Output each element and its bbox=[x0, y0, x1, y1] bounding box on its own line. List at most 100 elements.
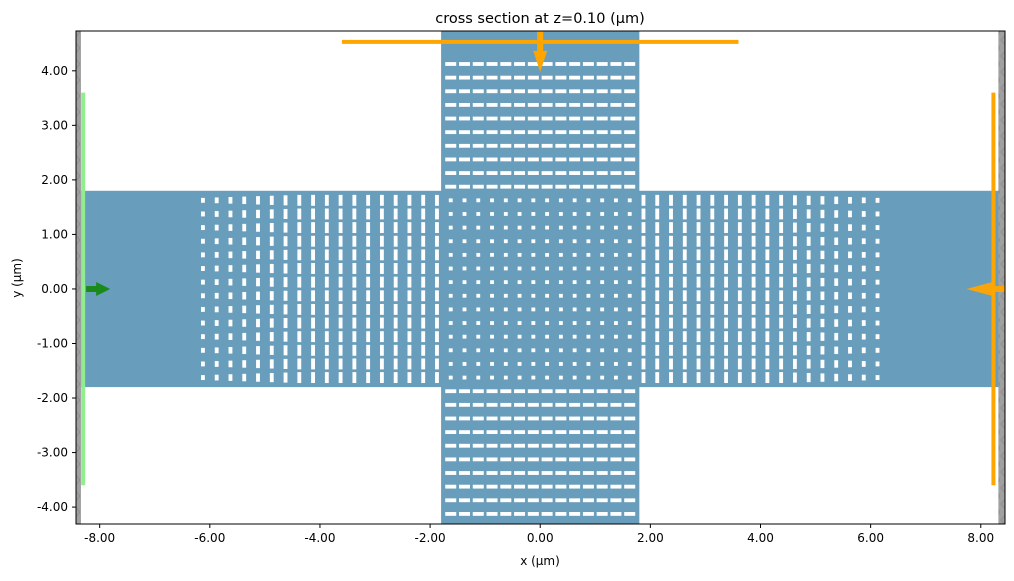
arm-hole bbox=[779, 344, 784, 356]
arm-hole bbox=[737, 276, 742, 288]
arm-hole bbox=[779, 317, 784, 329]
arm-hole bbox=[435, 276, 439, 288]
arm-hole bbox=[486, 143, 498, 148]
arm-hole bbox=[555, 443, 567, 448]
arm-hole bbox=[737, 344, 742, 356]
arm-hole bbox=[820, 196, 825, 205]
arm-hole bbox=[311, 303, 315, 315]
arm-hole bbox=[751, 290, 756, 302]
arm-hole bbox=[338, 194, 343, 206]
arm-hole bbox=[737, 331, 742, 343]
arm-hole bbox=[472, 443, 484, 448]
arm-hole bbox=[655, 235, 660, 247]
arm-hole bbox=[569, 498, 581, 503]
arm-hole bbox=[724, 344, 729, 356]
arm-hole bbox=[696, 222, 701, 234]
arm-hole bbox=[421, 303, 426, 315]
arm-hole bbox=[324, 303, 329, 315]
arm-hole bbox=[861, 361, 866, 367]
arm-hole bbox=[569, 416, 581, 421]
arm-hole bbox=[848, 333, 852, 340]
center-hole bbox=[490, 348, 494, 353]
arm-hole bbox=[696, 263, 701, 274]
arm-hole bbox=[352, 317, 357, 329]
arm-hole bbox=[806, 304, 811, 314]
arm-hole bbox=[514, 89, 526, 94]
arm-hole bbox=[324, 263, 329, 274]
arm-hole bbox=[407, 194, 412, 206]
center-hole bbox=[600, 362, 605, 366]
arm-hole bbox=[366, 344, 371, 356]
arm-hole bbox=[555, 89, 567, 94]
arm-hole bbox=[582, 171, 594, 175]
center-hole bbox=[572, 225, 577, 230]
arm-hole bbox=[500, 484, 512, 489]
center-hole bbox=[517, 225, 522, 230]
arm-hole bbox=[311, 276, 315, 288]
center-hole bbox=[600, 334, 605, 339]
center-hole bbox=[462, 225, 467, 230]
arm-hole bbox=[500, 184, 512, 189]
arm-hole bbox=[472, 130, 484, 135]
arm-hole bbox=[834, 373, 839, 382]
arm-hole bbox=[861, 197, 866, 204]
arm-hole bbox=[765, 263, 770, 274]
arm-hole bbox=[435, 290, 439, 302]
arm-hole bbox=[875, 252, 880, 258]
arm-hole bbox=[472, 143, 484, 148]
arm-hole bbox=[242, 305, 247, 314]
arm-hole bbox=[596, 75, 608, 80]
y-tick-label: -4.00 bbox=[37, 500, 68, 514]
arm-hole bbox=[806, 250, 811, 260]
arm-hole bbox=[696, 303, 701, 315]
arm-hole bbox=[214, 238, 219, 245]
arm-hole bbox=[696, 249, 701, 261]
arm-hole bbox=[514, 116, 526, 121]
arm-hole bbox=[582, 416, 594, 421]
arm-hole bbox=[311, 317, 315, 329]
y-tick-label: 1.00 bbox=[41, 227, 68, 241]
arm-hole bbox=[311, 263, 315, 274]
arm-hole bbox=[779, 208, 784, 220]
center-hole bbox=[490, 252, 494, 257]
arm-hole bbox=[624, 457, 636, 462]
arm-hole bbox=[421, 276, 426, 288]
center-hole bbox=[490, 362, 494, 366]
arm-hole bbox=[458, 143, 471, 148]
center-hole bbox=[490, 280, 494, 285]
arm-hole bbox=[806, 372, 811, 383]
arm-hole bbox=[445, 484, 457, 489]
arm-hole bbox=[610, 402, 622, 407]
center-hole bbox=[531, 280, 536, 285]
center-hole bbox=[614, 280, 618, 285]
arm-hole bbox=[297, 194, 302, 206]
arm-hole bbox=[569, 389, 581, 394]
center-hole bbox=[448, 334, 453, 339]
center-hole bbox=[490, 225, 494, 230]
arm-hole bbox=[682, 358, 687, 370]
center-hole bbox=[572, 266, 577, 271]
arm-hole bbox=[486, 102, 498, 107]
arm-hole bbox=[555, 130, 567, 135]
arm-hole bbox=[352, 208, 357, 220]
arm-hole bbox=[806, 223, 811, 233]
center-hole bbox=[448, 239, 453, 244]
arm-hole bbox=[737, 235, 742, 247]
arm-hole bbox=[596, 484, 608, 489]
arm-hole bbox=[834, 210, 839, 218]
arm-hole bbox=[610, 484, 622, 489]
arm-hole bbox=[407, 290, 412, 302]
center-hole bbox=[600, 252, 605, 257]
arm-hole bbox=[407, 263, 412, 274]
center-hole bbox=[545, 198, 550, 203]
arm-hole bbox=[848, 251, 852, 259]
arm-hole bbox=[724, 222, 729, 234]
arm-hole bbox=[201, 320, 205, 326]
arm-hole bbox=[696, 194, 701, 206]
arm-hole bbox=[848, 292, 852, 300]
arm-hole bbox=[338, 222, 343, 234]
arm-hole bbox=[393, 249, 398, 261]
chart-title: cross section at z=0.10 (µm) bbox=[435, 11, 645, 27]
arm-hole bbox=[848, 210, 852, 218]
arm-hole bbox=[779, 263, 784, 274]
